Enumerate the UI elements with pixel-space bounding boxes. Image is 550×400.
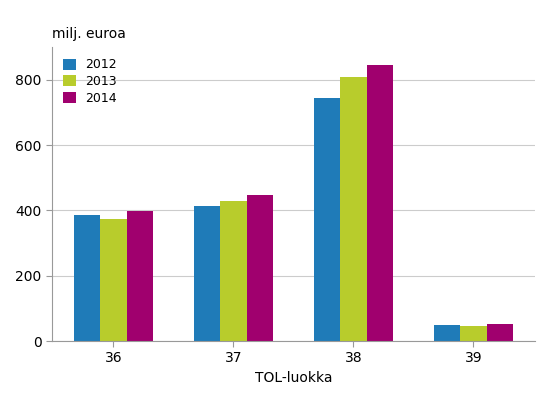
Bar	[74, 215, 100, 341]
Bar	[100, 218, 126, 341]
Bar	[460, 326, 487, 341]
Bar	[367, 65, 393, 341]
Bar	[340, 76, 367, 341]
Legend: 2012, 2013, 2014: 2012, 2013, 2014	[58, 54, 122, 110]
Bar	[220, 201, 246, 341]
Text: milj. euroa: milj. euroa	[52, 27, 125, 41]
X-axis label: TOL-luokka: TOL-luokka	[255, 371, 332, 385]
Bar	[194, 206, 220, 341]
Bar	[434, 325, 460, 341]
Bar	[126, 211, 153, 341]
Bar	[314, 98, 340, 341]
Bar	[246, 195, 273, 341]
Bar	[487, 324, 513, 341]
